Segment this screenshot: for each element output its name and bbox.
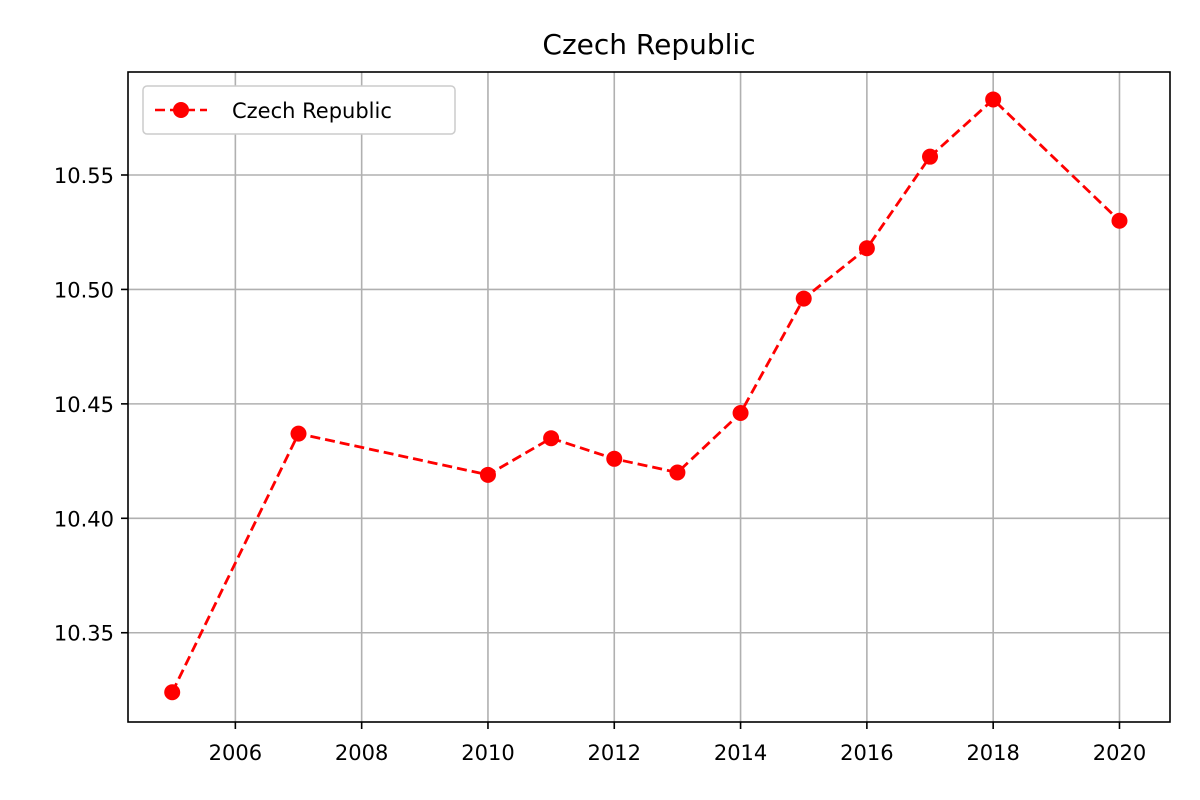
x-tick-label: 2008 <box>335 741 388 765</box>
data-point <box>858 240 875 257</box>
x-tick-label: 2016 <box>840 741 893 765</box>
x-tick-label: 2018 <box>966 741 1019 765</box>
grid <box>128 72 1170 722</box>
data-point <box>479 466 496 483</box>
series-line <box>170 97 1121 693</box>
x-tick-label: 2020 <box>1093 741 1146 765</box>
y-tick-label: 10.40 <box>54 507 114 531</box>
x-tick-label: 2014 <box>714 741 767 765</box>
legend: Czech Republic <box>142 85 456 135</box>
data-point <box>669 464 686 481</box>
data-point <box>795 290 812 307</box>
data-point <box>290 425 307 442</box>
x-tick-label: 2006 <box>209 741 262 765</box>
data-point <box>543 430 560 447</box>
x-tick-label: 2012 <box>588 741 641 765</box>
data-point <box>164 684 181 701</box>
data-point <box>922 148 939 165</box>
plot-area-frame <box>127 71 1171 723</box>
y-tick-label: 10.45 <box>54 393 114 417</box>
y-tick-label: 10.55 <box>54 164 114 188</box>
legend-box <box>142 85 456 135</box>
x-tick-label: 2010 <box>461 741 514 765</box>
axis-ticks: 2006 2008 2010 2012 2014 2016 2018 2020 10.35 10.… <box>54 164 1146 765</box>
data-point <box>985 91 1002 108</box>
data-point <box>606 450 623 467</box>
data-point <box>1111 212 1128 229</box>
y-tick-label: 10.35 <box>54 622 114 646</box>
legend-label: Czech Republic <box>232 99 392 123</box>
series-layer <box>164 91 1128 701</box>
y-tick-label: 10.50 <box>54 278 114 302</box>
chart-title: Czech Republic <box>542 28 755 61</box>
legend-marker <box>173 102 189 118</box>
data-point <box>732 405 749 422</box>
